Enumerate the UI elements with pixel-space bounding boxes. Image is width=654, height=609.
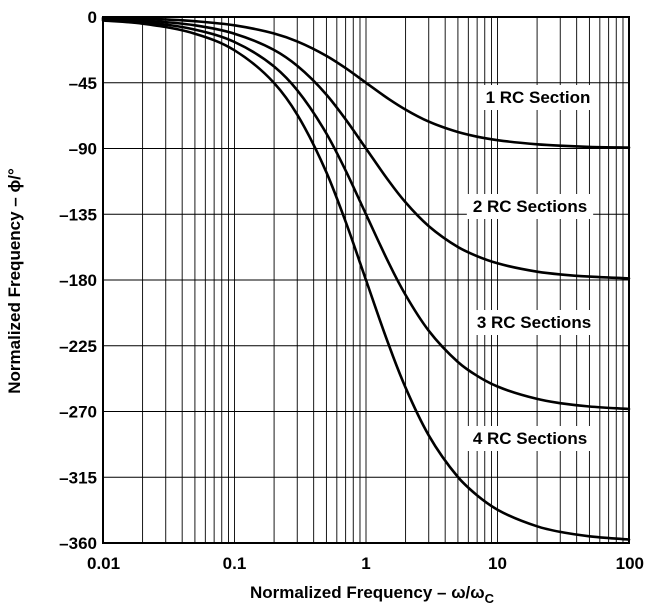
y-tick-label: –180 — [59, 271, 97, 290]
y-tick-labels: 0 –45 –90 –135 –180 –225 –270 –315 –360 — [59, 8, 97, 553]
y-axis-label: Normalized Frequency – ϕ/° — [5, 168, 24, 394]
series-labels: 1 RC Section 2 RC Sections 3 RC Sections 4 … — [466, 85, 598, 451]
series-curves — [101, 16, 631, 541]
y-tick-label: –45 — [69, 74, 97, 93]
y-tick-label: –315 — [59, 468, 97, 487]
x-tick-labels: 0.01 0.1 1 10 100 — [87, 554, 644, 573]
y-tick-label: –225 — [59, 337, 97, 356]
y-tick-label: –135 — [59, 205, 97, 224]
series-line-1 — [101, 16, 631, 149]
series-label-3: 3 RC Sections — [470, 310, 598, 335]
y-tick-label: –270 — [59, 403, 97, 422]
x-tick-label: 100 — [616, 554, 644, 573]
y-tick-label: –90 — [69, 140, 97, 159]
series-label-text: 2 RC Sections — [473, 197, 587, 216]
y-tick-label: 0 — [88, 8, 97, 27]
x-tick-label: 10 — [488, 554, 507, 573]
series-line-2 — [101, 17, 631, 280]
series-label-text: 1 RC Section — [486, 88, 591, 107]
series-label-text: 4 RC Sections — [473, 429, 587, 448]
series-label-background — [466, 194, 594, 219]
series-label-4: 4 RC Sections — [466, 426, 594, 451]
series-line-4 — [101, 19, 631, 541]
series-label-1: 1 RC Section — [479, 85, 597, 110]
x-axis-label-main: Normalized Frequency – ω/ω — [250, 583, 485, 602]
x-axis-label-subscript: C — [485, 591, 495, 606]
series-label-text: 3 RC Sections — [477, 313, 591, 332]
x-tick-label: 0.01 — [87, 554, 120, 573]
y-tick-label: –360 — [59, 534, 97, 553]
series-label-background — [466, 426, 594, 451]
plot-frame — [102, 16, 630, 544]
series-label-background — [479, 85, 597, 110]
series-label-2: 2 RC Sections — [466, 194, 594, 219]
series-label-background — [470, 310, 598, 335]
x-tick-label: 1 — [361, 554, 370, 573]
x-axis-label: Normalized Frequency – ω/ωC — [250, 583, 495, 606]
series-line-3 — [101, 18, 631, 411]
x-tick-label: 0.1 — [223, 554, 247, 573]
